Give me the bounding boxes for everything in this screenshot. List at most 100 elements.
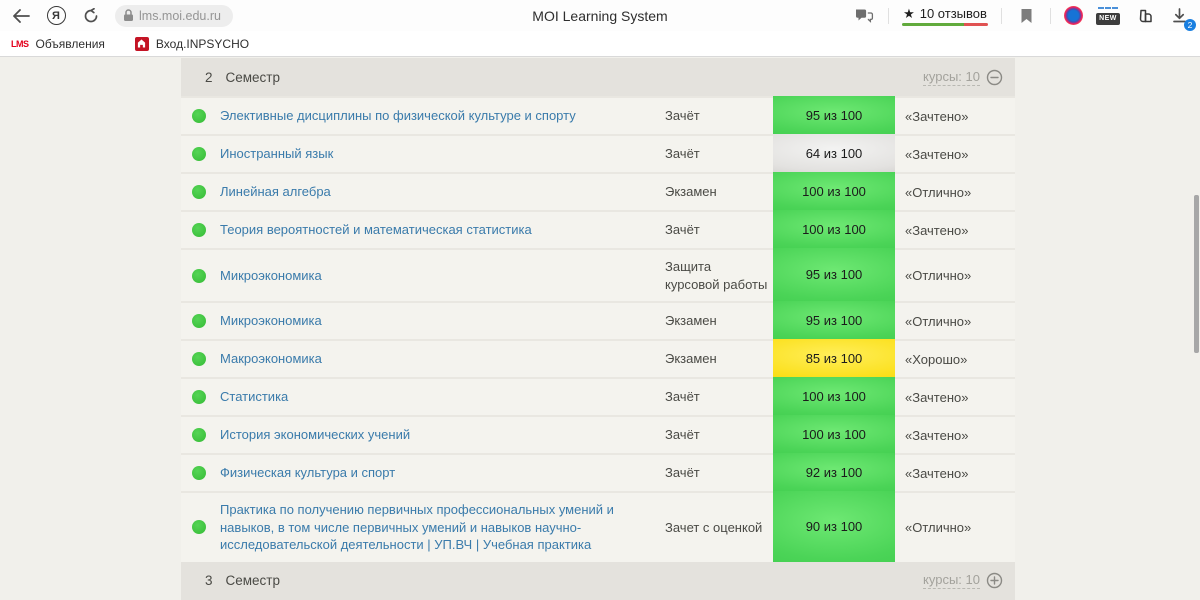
grade-text: «Зачтено» — [905, 222, 969, 238]
bookmarks-bar: LMS Объявления Вход.INPSYCHO — [0, 31, 1200, 57]
course-link[interactable]: Физическая культура и спорт — [220, 465, 396, 481]
assessment-type: Зачёт — [665, 427, 700, 443]
vertical-scrollbar[interactable] — [1194, 195, 1199, 353]
grade-text: «Отлично» — [905, 313, 972, 329]
page-title: MOI Learning System — [532, 7, 668, 24]
semester-number: 3 — [205, 573, 213, 589]
score-badge: 100 из 100 — [773, 210, 895, 248]
course-link[interactable]: Теория вероятностей и математическая ста… — [220, 222, 532, 238]
download-icon[interactable]: 2 — [1168, 5, 1196, 31]
collections-icon[interactable] — [1133, 5, 1155, 27]
assessment-type: Экзамен — [665, 351, 717, 367]
course-link[interactable]: Статистика — [220, 389, 289, 405]
status-dot-icon — [192, 466, 206, 481]
course-link[interactable]: Микроэкономика — [220, 313, 322, 329]
score-badge: 95 из 100 — [773, 301, 895, 340]
back-arrow-icon[interactable] — [10, 5, 32, 27]
lock-icon — [123, 9, 134, 22]
score-badge: 64 из 100 — [773, 134, 895, 172]
score-badge: 85 из 100 — [773, 339, 895, 378]
status-dot-cell — [181, 250, 220, 301]
browser-toolbar: Я lms.moi.edu.ru MOI Learning System ★ 1… — [0, 0, 1200, 31]
grades-table: 2 Семестр курсы: 10 Элективные дисциплин… — [181, 58, 1015, 600]
courses-count-link[interactable]: курсы: 10 — [923, 572, 980, 590]
status-dot-icon — [192, 185, 206, 199]
course-link[interactable]: Элективные дисциплины по физической куль… — [220, 108, 576, 124]
assessment-type: Зачет с оценкой — [665, 519, 763, 535]
yandex-browser-icon[interactable]: Я — [45, 5, 67, 27]
assessment-type: Зачёт — [665, 465, 700, 481]
grade-text: «Зачтено» — [905, 389, 969, 405]
course-link[interactable]: Линейная алгебра — [220, 184, 331, 200]
status-dot-cell — [181, 174, 220, 210]
chat-reviews-icon[interactable] — [853, 5, 875, 27]
semester-title: Семестр — [225, 573, 281, 589]
expand-plus-icon[interactable] — [986, 572, 1003, 589]
reviews-count: 10 отзывов — [919, 5, 987, 21]
course-link[interactable]: История экономических учений — [220, 427, 411, 443]
extension-circle-icon[interactable] — [1064, 6, 1083, 25]
table-row: Физическая культура и спорт Зачёт 92 из … — [181, 453, 1015, 492]
toolbar-separator — [1001, 7, 1002, 24]
status-dot-icon — [192, 520, 206, 535]
table-row: Иностранный язык Зачёт 64 из 100 «Зачтен… — [181, 134, 1015, 172]
url-text: lms.moi.edu.ru — [139, 8, 221, 23]
grade-text: «Отлично» — [905, 268, 972, 284]
grade-text: «Хорошо» — [905, 351, 968, 367]
yandex-logo-letter: Я — [46, 6, 66, 25]
page-content: 2 Семестр курсы: 10 Элективные дисциплин… — [0, 58, 1200, 600]
grade-text: «Зачтено» — [905, 427, 969, 443]
assessment-type: Зачёт — [665, 222, 700, 238]
course-link[interactable]: Микроэкономика — [220, 267, 322, 283]
star-icon: ★ — [903, 5, 915, 21]
course-link[interactable]: Макроэкономика — [220, 351, 322, 367]
calendar-new-icon[interactable]: NEW — [1096, 6, 1120, 26]
status-dot-icon — [192, 314, 206, 329]
course-name-cell: Элективные дисциплины по физической куль… — [220, 98, 665, 134]
course-link[interactable]: Практика по получению первичных професси… — [220, 502, 614, 553]
score-badge: 95 из 100 — [773, 96, 895, 134]
status-dot-icon — [192, 352, 206, 367]
status-dot-cell — [181, 303, 220, 339]
lms-favicon: LMS — [11, 38, 29, 49]
grade-text: «Зачтено» — [905, 465, 969, 481]
score-badge: 100 из 100 — [773, 172, 895, 210]
site-rating-widget[interactable]: ★ 10 отзывов — [902, 6, 988, 26]
course-name-cell: Физическая культура и спорт — [220, 455, 665, 491]
score-badge: 92 из 100 — [773, 453, 895, 492]
status-dot-icon — [192, 268, 206, 283]
course-name-cell: Статистика — [220, 379, 665, 415]
refresh-icon[interactable] — [80, 5, 102, 27]
semester-title: Семестр — [225, 69, 281, 85]
bookmark-inpsycho-login[interactable]: Вход.INPSYCHO — [134, 36, 249, 51]
collapse-minus-icon[interactable] — [986, 69, 1003, 86]
course-name-cell: Микроэкономика — [220, 250, 665, 301]
assessment-type: Экзамен — [665, 184, 717, 200]
table-row: Статистика Зачёт 100 из 100 «Зачтено» — [181, 377, 1015, 416]
table-row: Теория вероятностей и математическая ста… — [181, 210, 1015, 248]
status-dot-icon — [192, 109, 206, 123]
grade-text: «Отлично» — [905, 184, 972, 200]
semester-3-header: 3 Семестр курсы: 10 — [181, 561, 1015, 600]
status-dot-cell — [181, 493, 220, 562]
status-dot-icon — [192, 223, 206, 237]
score-badge: 100 из 100 — [773, 415, 895, 454]
status-dot-cell — [181, 455, 220, 491]
table-row: Практика по получению первичных професси… — [181, 491, 1015, 562]
course-link[interactable]: Иностранный язык — [220, 146, 334, 162]
rating-bar — [902, 22, 988, 26]
assessment-type: Защита курсовой работы — [665, 259, 768, 292]
table-row: Микроэкономика Защита курсовой работы 95… — [181, 248, 1015, 302]
status-dot-cell — [181, 136, 220, 172]
grade-text: «Зачтено» — [905, 108, 969, 124]
table-body: Элективные дисциплины по физической куль… — [181, 96, 1015, 562]
assessment-type: Зачёт — [665, 146, 700, 162]
download-count-badge: 2 — [1184, 18, 1196, 31]
table-row: История экономических учений Зачёт 100 и… — [181, 415, 1015, 454]
bookmark-announcements[interactable]: LMS Объявления — [11, 37, 105, 51]
courses-count-link[interactable]: курсы: 10 — [923, 68, 980, 86]
new-badge: NEW — [1096, 12, 1120, 25]
table-row: Микроэкономика Экзамен 95 из 100 «Отличн… — [181, 301, 1015, 340]
address-bar[interactable]: lms.moi.edu.ru — [115, 4, 233, 27]
bookmark-flag-icon[interactable] — [1015, 5, 1037, 27]
